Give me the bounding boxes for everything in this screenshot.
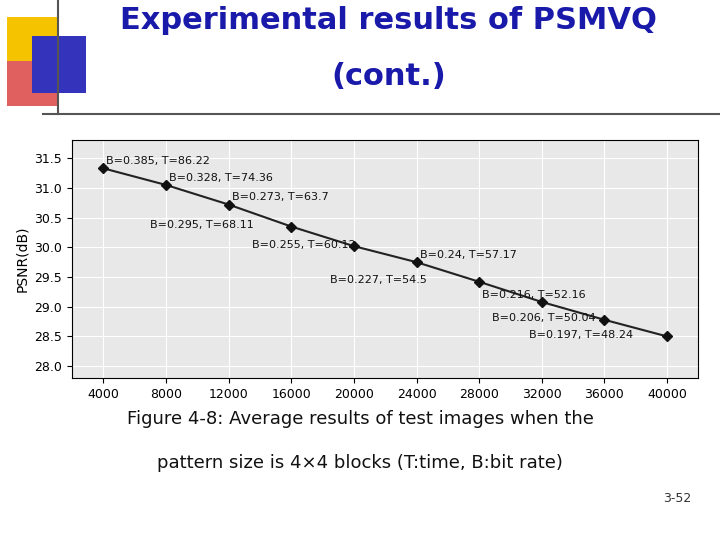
Bar <box>7 17 58 62</box>
Text: B=0.206, T=50.04: B=0.206, T=50.04 <box>492 313 595 323</box>
Text: B=0.255, T=60.12: B=0.255, T=60.12 <box>252 240 356 249</box>
Text: 3-52: 3-52 <box>663 492 691 505</box>
Text: (cont.): (cont.) <box>331 62 446 91</box>
Text: B=0.24, T=57.17: B=0.24, T=57.17 <box>420 250 516 260</box>
Text: B=0.328, T=74.36: B=0.328, T=74.36 <box>169 173 273 183</box>
Y-axis label: PSNR(dB): PSNR(dB) <box>15 226 29 293</box>
Text: B=0.295, T=68.11: B=0.295, T=68.11 <box>150 220 254 230</box>
Text: B=0.197, T=48.24: B=0.197, T=48.24 <box>529 330 634 340</box>
Text: B=0.385, T=86.22: B=0.385, T=86.22 <box>107 156 210 166</box>
Text: B=0.227, T=54.5: B=0.227, T=54.5 <box>330 275 427 285</box>
Bar <box>7 61 58 106</box>
Text: B=0.216, T=52.16: B=0.216, T=52.16 <box>482 289 586 300</box>
Bar <box>32 36 86 93</box>
Text: B=0.273, T=63.7: B=0.273, T=63.7 <box>232 192 328 202</box>
Text: Experimental results of PSMVQ: Experimental results of PSMVQ <box>120 6 657 36</box>
Text: Figure 4-8: Average results of test images when the: Figure 4-8: Average results of test imag… <box>127 410 593 428</box>
Text: pattern size is 4×4 blocks (T:time, B:bit rate): pattern size is 4×4 blocks (T:time, B:bi… <box>157 454 563 472</box>
